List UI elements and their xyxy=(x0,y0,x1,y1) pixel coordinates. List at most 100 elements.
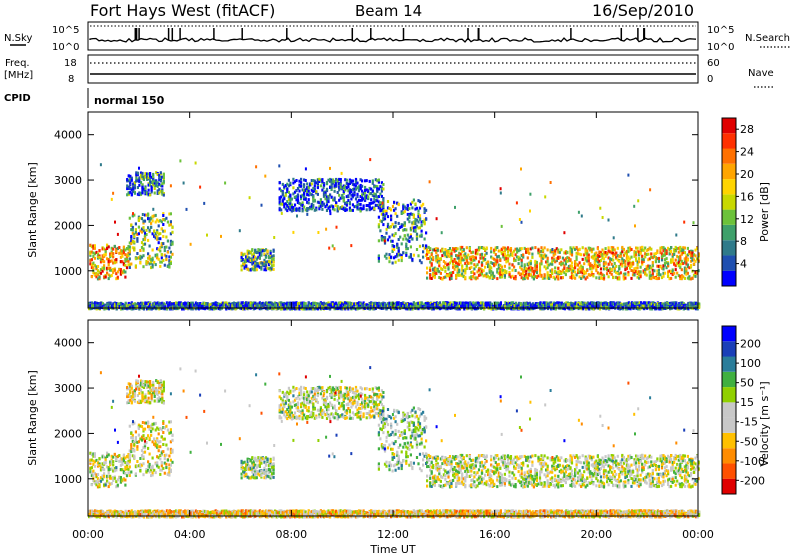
power-echo-cell xyxy=(330,188,333,191)
power-echo-cell xyxy=(400,223,403,227)
power-echo-cell xyxy=(390,208,393,212)
power-echo-cell xyxy=(260,253,263,257)
power-echo-cell xyxy=(587,259,590,263)
power-echo-cell xyxy=(538,250,542,253)
cpid-label: CPID xyxy=(4,93,31,104)
power-echo-cell xyxy=(280,208,283,212)
power-echo-cell xyxy=(287,198,290,202)
power-echo-cell xyxy=(429,255,432,259)
power-echo-cell xyxy=(252,258,255,262)
power-echo-cell xyxy=(88,301,91,305)
power-echo-cell xyxy=(436,256,439,260)
power-echo-cell xyxy=(260,266,263,270)
power-echo-cell xyxy=(680,259,683,263)
power-echo-cell xyxy=(251,253,254,257)
power-echo-cell xyxy=(417,226,420,230)
power-echo-cell xyxy=(380,187,383,191)
power-echo-cell xyxy=(425,217,428,221)
power-echo-cell xyxy=(396,201,399,205)
power-echo-cell xyxy=(284,191,287,195)
power-echo-cell xyxy=(281,303,284,307)
power-echo-cell xyxy=(154,263,157,267)
power-echo-cell xyxy=(680,275,683,279)
power-echo-cell xyxy=(616,254,619,258)
power-echo-cell xyxy=(584,251,587,255)
power-echo-cell xyxy=(688,275,691,279)
power-echo-cell xyxy=(601,273,604,277)
power-echo-cell xyxy=(129,305,132,309)
power-echo-cell xyxy=(506,247,510,250)
power-echo-cell xyxy=(570,261,574,265)
power-echo-cell xyxy=(173,302,176,306)
power-echo-cell xyxy=(447,249,450,253)
power-echo-cell xyxy=(415,218,419,222)
power-echo-cell xyxy=(441,268,444,271)
power-echo-cell xyxy=(656,276,659,280)
power-echo-cell xyxy=(599,252,603,256)
power-echo-cell xyxy=(511,254,514,257)
power-echo-cell xyxy=(136,252,139,255)
power-echo-cell xyxy=(110,268,113,272)
power-echo-cell xyxy=(602,260,606,264)
power-echo-cell xyxy=(572,269,575,273)
power-echo-cell xyxy=(135,177,138,181)
power-echo-cell xyxy=(103,247,106,251)
power-echo-cell xyxy=(112,268,115,272)
power-echo-cell xyxy=(417,199,420,203)
power-echo-cell xyxy=(348,208,351,212)
power-echo-cell xyxy=(628,248,632,252)
power-echo-cell xyxy=(361,197,364,201)
power-echo-cell xyxy=(589,267,592,271)
power-echo-cell xyxy=(435,259,438,263)
power-echo-cell xyxy=(493,257,496,261)
power-echo-cell xyxy=(574,276,577,280)
power-echo-cell xyxy=(382,205,385,208)
power-echo-cell xyxy=(304,189,307,193)
power-echo-cell xyxy=(149,174,152,178)
power-echo-cell xyxy=(382,235,385,239)
power-echo-cell xyxy=(555,247,558,251)
power-echo-cell xyxy=(300,181,303,185)
power-echo-cell xyxy=(266,266,269,270)
power-echo-cell xyxy=(459,258,462,262)
power-echo-cell xyxy=(674,258,677,262)
power-echo-cell xyxy=(633,254,636,258)
power-echo-cell xyxy=(126,184,129,188)
power-echo-cell xyxy=(677,246,680,250)
power-echo-cell xyxy=(543,255,546,259)
power-echo-cell xyxy=(470,270,473,274)
power-echo-cell xyxy=(136,179,139,183)
power-echo-cell xyxy=(656,249,659,253)
power-echo-cell xyxy=(278,303,281,307)
power-echo-cell xyxy=(271,257,274,261)
power-echo-cell xyxy=(110,246,113,250)
power-echo-cell xyxy=(245,255,248,259)
power-echo-cell xyxy=(115,302,118,305)
power-echo-cell xyxy=(442,251,445,255)
power-echo-cell xyxy=(624,251,627,255)
power-echo-cell xyxy=(517,271,520,275)
power-echo-cell xyxy=(321,188,324,192)
power-echo-cell xyxy=(338,188,341,192)
power-echo-cell xyxy=(602,250,606,254)
power-echo-cell xyxy=(561,276,564,280)
power-echo-cell xyxy=(254,264,257,268)
power-echo-cell xyxy=(295,207,298,211)
power-echo-cell xyxy=(680,268,683,272)
power-echo-cell xyxy=(325,200,329,204)
power-echo-cell xyxy=(95,265,98,269)
power-echo-cell xyxy=(546,257,549,260)
power-echo-cell xyxy=(161,184,164,188)
power-echo-cell xyxy=(525,250,528,254)
power-echo-cell xyxy=(348,180,351,183)
power-echo-cell xyxy=(240,264,243,268)
power-echo-cell xyxy=(677,255,680,259)
power-echo-cell xyxy=(121,260,124,264)
power-echo-cell xyxy=(377,195,380,198)
power-echo-cell xyxy=(251,248,254,252)
power-echo-cell xyxy=(316,181,319,185)
power-echo-cell xyxy=(292,304,295,308)
power-echo-cell xyxy=(134,264,137,268)
power-echo-cell xyxy=(641,248,644,252)
power-echo-cell xyxy=(450,256,453,260)
